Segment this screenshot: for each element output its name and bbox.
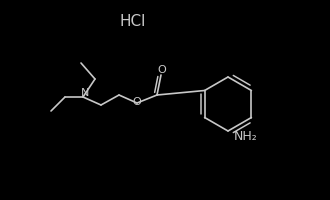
Text: HCl: HCl [120,15,146,29]
Text: O: O [133,97,141,107]
Text: N: N [81,88,89,98]
Text: O: O [158,65,166,75]
Text: NH₂: NH₂ [234,130,258,142]
